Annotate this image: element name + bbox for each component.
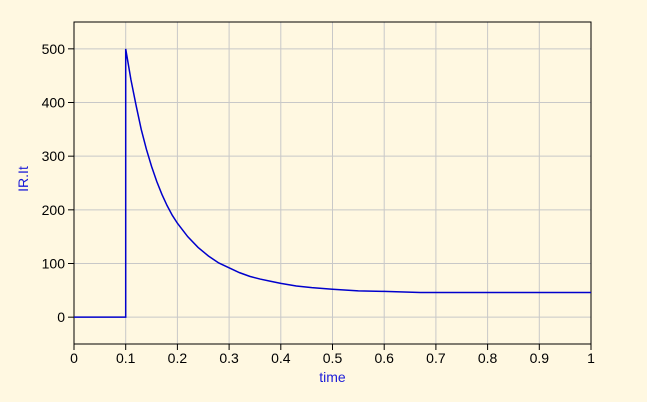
x-tick-label: 0.7 [426,350,446,366]
y-tick-label: 500 [42,41,66,57]
ticks [68,48,592,350]
x-tick-label: 1 [587,350,595,366]
y-axis-label: IR.It [15,166,31,192]
y-tick-label: 300 [42,148,66,164]
series-line [74,48,591,318]
x-tick-label: 0.2 [168,350,188,366]
x-tick-label: 0.6 [374,350,394,366]
x-tick-label: 0.9 [530,350,550,366]
y-tick-label: 400 [42,95,66,111]
grid [74,22,591,344]
x-tick-label: 0.8 [478,350,498,366]
x-tick-label: 0.1 [116,350,136,366]
x-axis-label: time [319,369,346,385]
y-tick-label: 0 [57,309,65,325]
y-tick-label: 200 [42,202,66,218]
x-tick-label: 0.3 [219,350,239,366]
x-tick-label: 0.5 [323,350,343,366]
x-tick-label: 0.4 [271,350,291,366]
tick-labels: 0 0.1 0.2 0.3 0.4 0.5 0.6 0.7 0.8 0.9 1 0 100 200 300 4… [42,41,595,366]
y-tick-label: 100 [42,256,66,272]
x-tick-label: 0 [70,350,78,366]
